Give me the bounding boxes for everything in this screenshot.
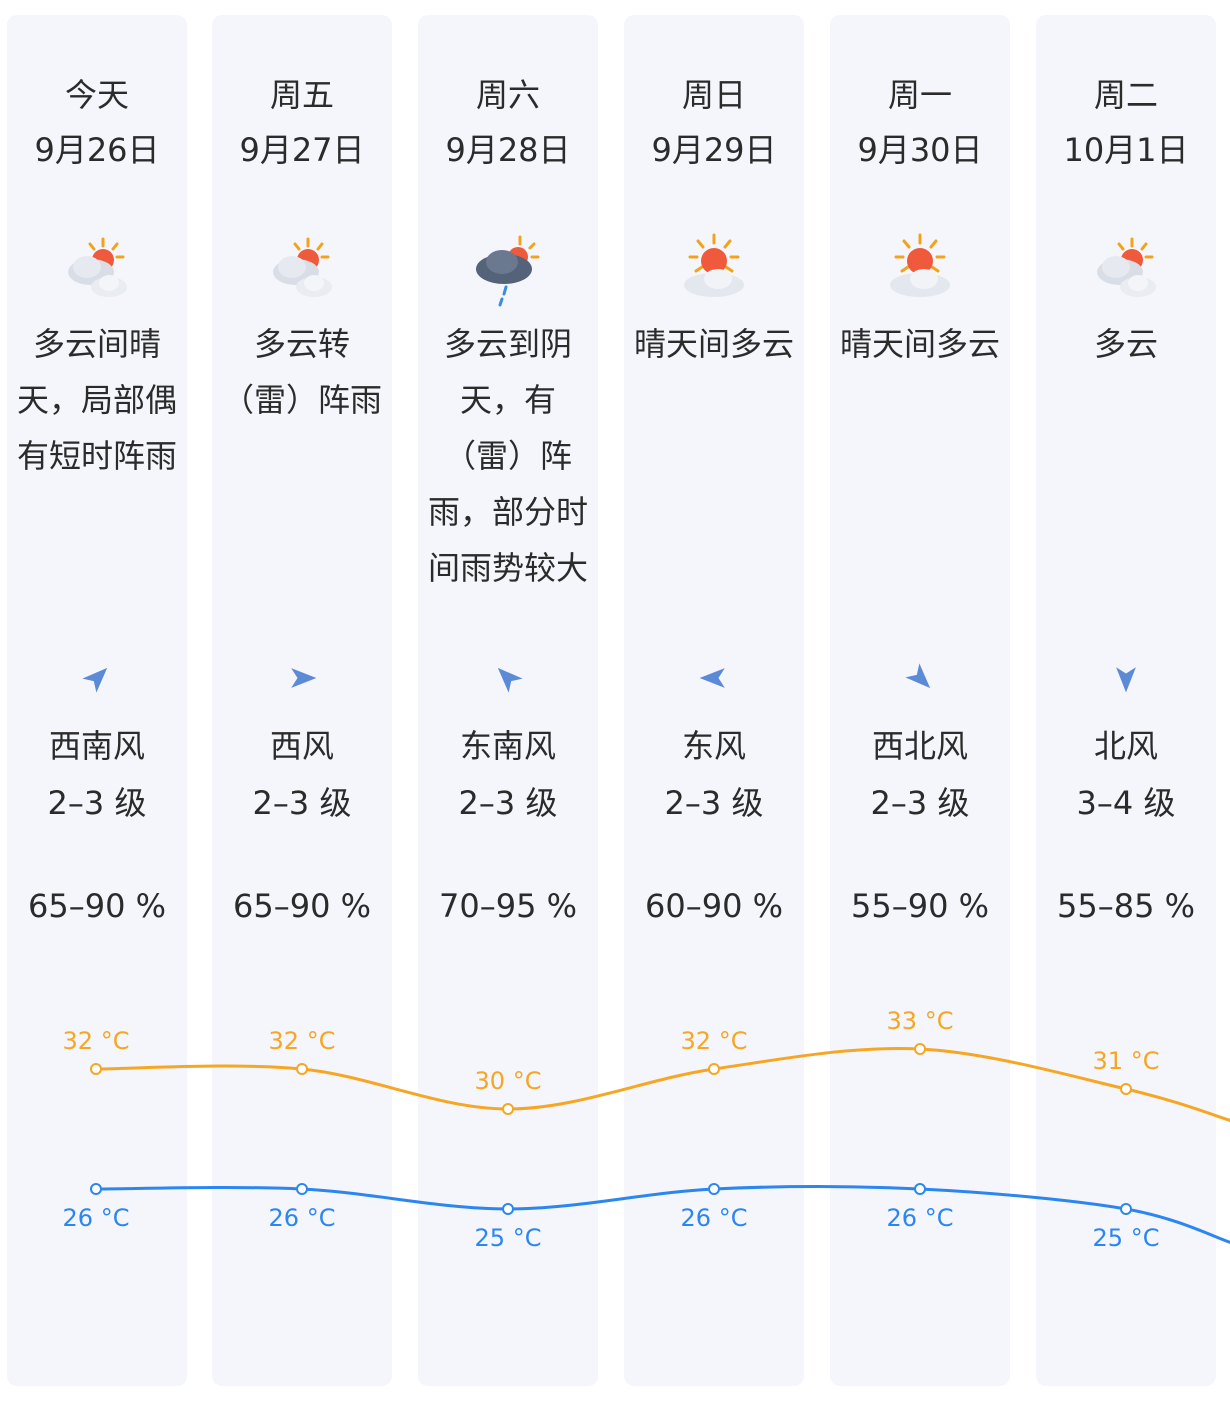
wind-direction: 西南风 — [48, 727, 145, 765]
day-label: 周五 — [269, 76, 334, 114]
wind-direction: 东南风 — [459, 727, 556, 765]
date-label: 9月30日 — [857, 131, 983, 169]
day-label: 今天 — [64, 76, 129, 114]
wind-direction: 东风 — [681, 727, 746, 765]
wind-direction-arrow-icon — [1116, 667, 1136, 693]
weather-description: 多云转（雷）阵雨 — [221, 325, 382, 419]
date-label: 9月26日 — [34, 131, 160, 169]
wind-direction-arrow-icon — [497, 667, 523, 693]
day-label: 周一 — [887, 76, 952, 114]
wind-direction-arrow-icon — [291, 668, 317, 688]
wind-direction-arrow-icon — [905, 663, 931, 689]
date-label: 9月28日 — [445, 131, 571, 169]
humidity: 55–85 % — [1056, 887, 1195, 925]
weather-description: 晴天间多云 — [839, 325, 1000, 363]
partly-cloudy-sun-icon — [68, 237, 127, 297]
day-label: 周二 — [1093, 76, 1158, 114]
day-card-2: 周六 9月28日 多云到阴天，有（雷）阵雨，部分时间雨势较大 东南风 2–3 级… — [418, 15, 598, 1386]
wind-direction: 西风 — [269, 727, 334, 765]
day-card-1: 周五 9月27日 多云转（雷）阵雨 西风 2–3 级 65–90 % — [212, 15, 392, 1386]
day-card-0: 今天 9月26日 多云间晴天，局部偶有短时阵雨 西南风 2–3 级 65–90 … — [7, 15, 187, 1386]
partly-cloudy-sun-icon — [1097, 237, 1156, 297]
weather-description: 多云到阴天，有（雷）阵雨，部分时间雨势较大 — [427, 325, 588, 587]
wind-level: 2–3 级 — [664, 784, 764, 822]
rain-cloud-icon — [476, 235, 540, 307]
date-label: 9月27日 — [239, 131, 365, 169]
day-card-3: 周日 9月29日 晴天间多云 东风 2–3 级 60–90 % — [624, 15, 804, 1386]
wind-direction: 北风 — [1093, 727, 1158, 765]
wind-direction-arrow-icon — [699, 668, 725, 688]
day-card-4: 周一 9月30日 晴天间多云 西北风 2–3 级 55–90 % — [830, 15, 1010, 1386]
wind-level: 2–3 级 — [870, 784, 970, 822]
weather-description: 多云 — [1093, 325, 1158, 363]
day-label: 周六 — [475, 76, 540, 114]
wind-direction-arrow-icon — [82, 667, 108, 693]
wind-level: 2–3 级 — [252, 784, 352, 822]
wind-level: 3–4 级 — [1076, 784, 1176, 822]
humidity: 65–90 % — [27, 887, 166, 925]
weather-description: 晴天间多云 — [633, 325, 794, 363]
date-label: 10月1日 — [1063, 131, 1189, 169]
humidity: 65–90 % — [232, 887, 371, 925]
humidity: 55–90 % — [850, 887, 989, 925]
sun-cloud-icon — [684, 233, 744, 297]
weather-description: 多云间晴天，局部偶有短时阵雨 — [16, 325, 177, 475]
date-label: 9月29日 — [651, 131, 777, 169]
day-label: 周日 — [681, 76, 746, 114]
partly-cloudy-sun-icon — [273, 237, 332, 297]
day-card-5: 周二 10月1日 多云 北风 3–4 级 55–85 % — [1036, 15, 1216, 1386]
sun-cloud-icon — [890, 233, 950, 297]
humidity: 60–90 % — [644, 887, 783, 925]
wind-direction: 西北风 — [871, 727, 968, 765]
wind-level: 2–3 级 — [458, 784, 558, 822]
wind-level: 2–3 级 — [47, 784, 147, 822]
humidity: 70–95 % — [438, 887, 577, 925]
